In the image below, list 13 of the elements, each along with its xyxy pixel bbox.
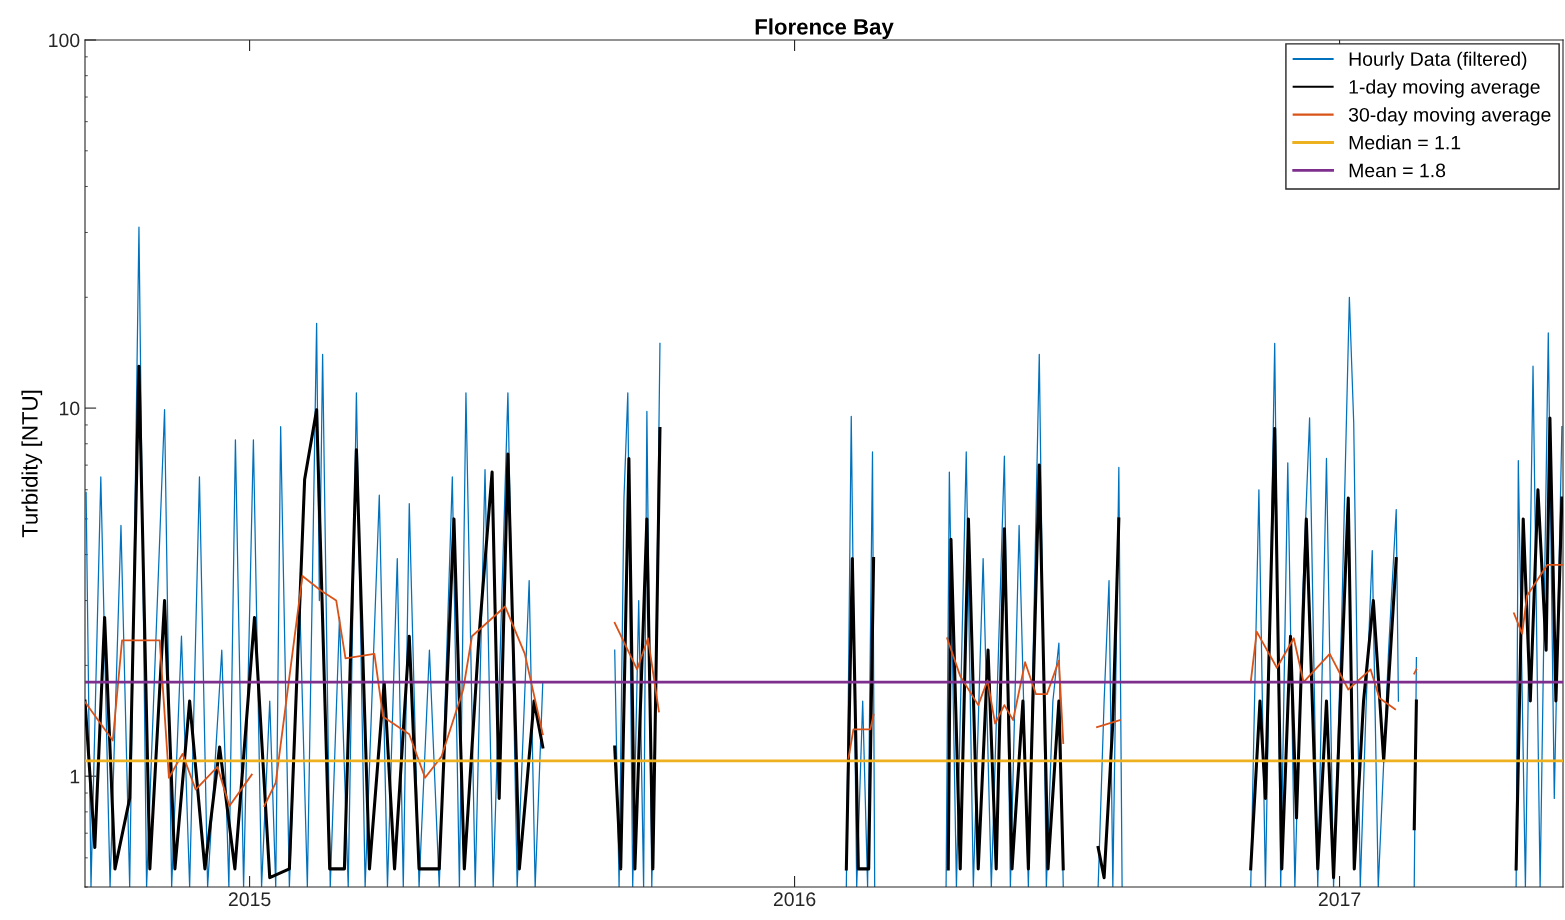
x-tick-label: 2015 [228,892,271,907]
legend-label: 30-day moving average [1348,107,1551,126]
legend-label: Mean = 1.8 [1349,163,1446,178]
y-tick-label: 10 [60,401,80,416]
legend-label: Hourly Data (filtered) [1349,51,1527,70]
y-axis-title: Turbidity [NTU] [21,390,43,538]
y-tick-label: 100 [49,33,80,48]
legend-label: 1-day moving average [1349,79,1540,98]
x-tick-label: 2016 [773,892,816,907]
legend-label: Median = 1.1 [1349,135,1461,150]
x-tick-label: 2017 [1318,892,1361,907]
y-tick-label: 1 [70,769,80,784]
chart-title: Florence Bay [755,18,894,40]
